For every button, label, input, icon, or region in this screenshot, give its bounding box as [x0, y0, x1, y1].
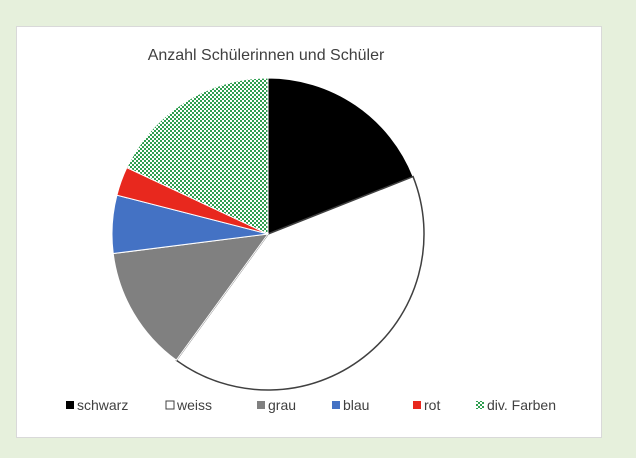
- legend-swatch: [413, 401, 421, 409]
- legend-swatch: [165, 400, 175, 410]
- legend-item: weiss: [165, 397, 212, 413]
- pie-slice-schwarz: [267, 77, 414, 235]
- pie-slice-grau: [112, 233, 270, 361]
- legend-label: weiss: [176, 397, 212, 413]
- pie-slice-div-farben: [126, 77, 269, 235]
- legend-label: schwarz: [77, 397, 128, 413]
- legend-swatch: [476, 401, 484, 409]
- legend-swatch: [257, 401, 265, 409]
- legend-item: rot: [413, 397, 440, 413]
- legend-label: blau: [343, 397, 369, 413]
- legend: schwarz weiss grau blau rot div. Farben: [66, 397, 556, 413]
- legend-item: div. Farben: [476, 397, 556, 413]
- legend-item: grau: [257, 397, 296, 413]
- pie-slices: [111, 77, 425, 391]
- legend-label: grau: [268, 397, 296, 413]
- legend-item: blau: [332, 397, 369, 413]
- chart-title: Anzahl Schülerinnen und Schüler: [148, 47, 385, 64]
- legend-label: rot: [424, 397, 440, 413]
- legend-swatch: [332, 401, 340, 409]
- legend-item: schwarz: [66, 397, 128, 413]
- legend-label: div. Farben: [487, 397, 556, 413]
- pie-slice-weiss: [175, 175, 425, 391]
- legend-swatch: [66, 401, 74, 409]
